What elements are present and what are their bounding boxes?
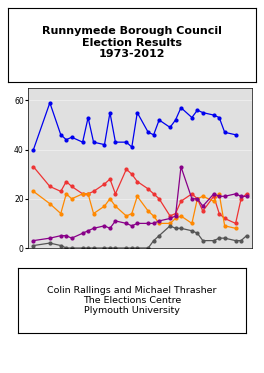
Text: Colin Rallings and Michael Thrasher
The Elections Centre
Plymouth University: Colin Rallings and Michael Thrasher The … [47, 286, 217, 316]
Text: Runnymede Borough Council
Election Results
1973-2012: Runnymede Borough Council Election Resul… [42, 26, 222, 59]
